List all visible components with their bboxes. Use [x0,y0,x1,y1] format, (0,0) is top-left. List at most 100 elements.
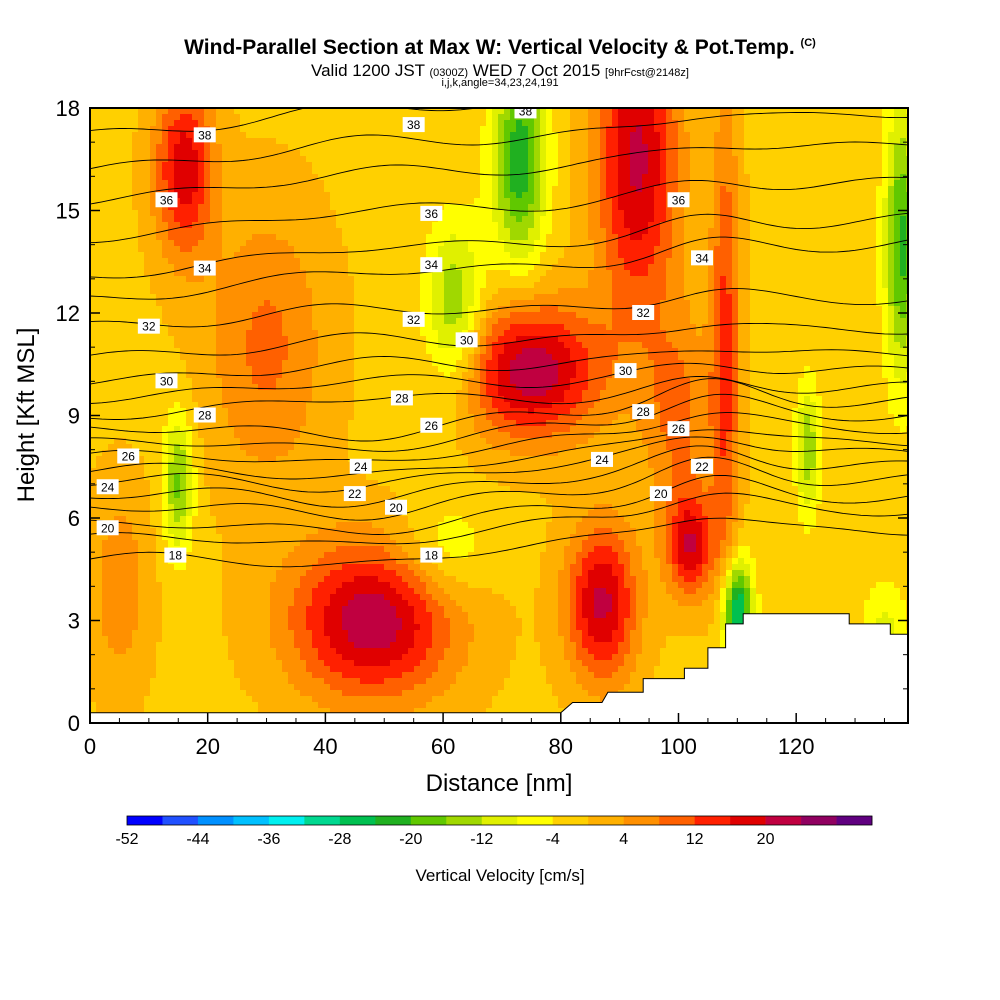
w-cell [258,168,265,175]
w-cell [504,120,511,127]
w-cell [132,204,139,211]
w-cell [336,168,343,175]
w-cell [828,192,835,199]
w-cell [378,210,385,217]
w-cell [354,168,361,175]
w-cell [546,294,553,301]
w-cell [132,246,139,253]
w-cell [876,300,883,307]
w-cell [798,300,805,307]
w-cell [204,144,211,151]
w-cell [870,144,877,151]
w-cell [600,114,607,121]
w-cell [858,162,865,169]
w-cell [282,288,289,295]
w-cell [390,108,397,115]
w-cell [576,306,583,313]
w-cell [336,216,343,223]
w-cell [816,150,823,157]
w-cell [504,276,511,283]
w-cell [468,168,475,175]
w-cell [798,282,805,289]
w-cell [702,306,709,313]
w-cell [552,198,559,205]
w-cell [834,318,841,325]
w-cell [132,258,139,265]
w-cell [498,288,505,295]
w-cell [330,216,337,223]
w-cell [114,288,121,295]
w-cell [828,132,835,139]
w-cell [366,162,373,169]
w-cell [534,276,541,283]
w-cell [744,156,751,163]
w-cell [882,132,889,139]
w-cell [192,312,199,319]
w-cell [870,258,877,265]
w-cell [120,282,127,289]
w-cell [372,306,379,313]
w-cell [444,204,451,211]
w-cell [762,168,769,175]
w-cell [348,258,355,265]
w-cell [864,204,871,211]
w-cell [360,144,367,151]
w-cell [786,312,793,319]
w-cell [696,210,703,217]
w-cell [564,174,571,181]
w-cell [624,234,631,241]
w-cell [684,228,691,235]
w-cell [570,282,577,289]
w-cell [126,144,133,151]
w-cell [306,246,313,253]
w-cell [780,300,787,307]
w-cell [270,312,277,319]
w-cell [270,192,277,199]
w-cell [588,306,595,313]
w-cell [408,252,415,259]
w-cell [558,282,565,289]
w-cell [246,126,253,133]
w-cell [348,174,355,181]
w-cell [858,192,865,199]
w-cell [138,264,145,271]
w-cell [612,216,619,223]
w-cell [684,318,691,325]
w-cell [102,192,109,199]
w-cell [576,276,583,283]
w-cell [774,114,781,121]
w-cell [270,198,277,205]
w-cell [324,168,331,175]
w-cell [330,312,337,319]
w-cell [150,216,157,223]
w-cell [624,108,631,115]
w-cell [396,132,403,139]
w-cell [726,228,733,235]
w-cell [702,228,709,235]
w-cell [906,120,908,127]
w-cell [540,234,547,241]
w-cell [198,252,205,259]
w-cell [768,276,775,283]
w-cell [468,288,475,295]
w-cell [474,198,481,205]
w-cell [144,120,151,127]
w-cell [576,114,583,121]
w-cell [126,204,133,211]
w-cell [582,246,589,253]
w-cell [810,162,817,169]
w-cell [750,246,757,253]
w-cell [720,138,727,145]
w-cell [390,288,397,295]
w-cell [138,132,145,139]
w-cell [714,252,721,259]
w-cell [870,306,877,313]
w-cell [342,204,349,211]
w-cell [510,162,517,169]
w-cell [684,174,691,181]
w-cell [684,156,691,163]
w-cell [246,264,253,271]
w-cell [306,180,313,187]
w-cell [894,192,901,199]
w-cell [462,270,469,277]
